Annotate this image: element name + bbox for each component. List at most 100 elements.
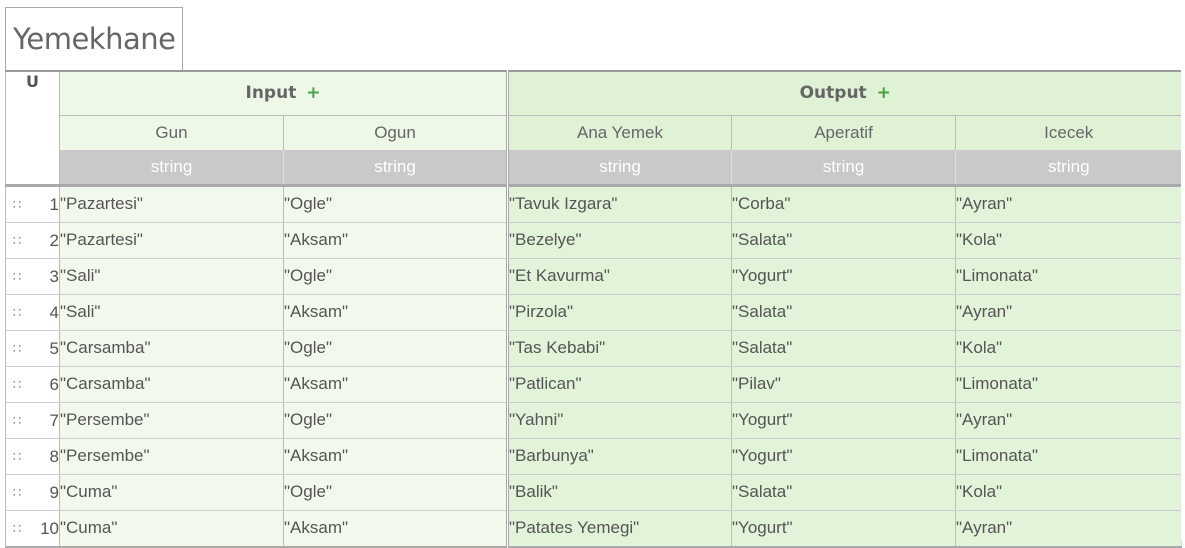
- cell-icecek[interactable]: "Kola": [955, 222, 1182, 259]
- rule-number: 7: [49, 410, 59, 430]
- drag-handle-icon[interactable]: ∷: [13, 232, 21, 248]
- rule-number-cell[interactable]: ∷ 1: [5, 185, 60, 223]
- decision-table-title[interactable]: Yemekhane: [13, 22, 176, 56]
- cell-icecek[interactable]: "Ayran": [955, 294, 1182, 331]
- cell-ana-yemek[interactable]: "Balik": [506, 474, 732, 511]
- drag-handle-icon[interactable]: ∷: [13, 376, 21, 392]
- cell-ogun[interactable]: "Ogle": [283, 402, 508, 439]
- rule-number: 1: [49, 194, 59, 214]
- rule-number-cell[interactable]: ∷ 2: [5, 222, 60, 259]
- cell-ana-yemek[interactable]: "Patlican": [506, 366, 732, 403]
- rule-number: 9: [49, 482, 59, 502]
- rule-number-cell[interactable]: ∷ 10: [5, 510, 60, 548]
- type-row-spacer: [5, 150, 60, 187]
- drag-handle-icon[interactable]: ∷: [13, 448, 21, 464]
- column-header-ogun[interactable]: Ogun: [283, 115, 508, 150]
- cell-aperatif[interactable]: "Salata": [731, 474, 956, 511]
- cell-ogun[interactable]: "Ogle": [283, 330, 508, 367]
- cell-gun[interactable]: "Carsamba": [59, 330, 284, 367]
- drag-handle-icon[interactable]: ∷: [13, 196, 21, 212]
- cell-gun[interactable]: "Persembe": [59, 438, 284, 475]
- drag-handle-icon[interactable]: ∷: [13, 520, 21, 536]
- cell-icecek[interactable]: "Kola": [955, 474, 1182, 511]
- rule-row: ∷ 5 "Carsamba" "Ogle" "Tas Kebabi" "Salata" "K…: [5, 330, 1182, 367]
- cell-gun[interactable]: "Cuma": [59, 510, 284, 548]
- cell-ana-yemek[interactable]: "Patates Yemegi": [506, 510, 732, 548]
- drag-handle-icon[interactable]: ∷: [13, 412, 21, 428]
- cell-aperatif[interactable]: "Corba": [731, 185, 956, 223]
- rule-row: ∷ 2 "Pazartesi" "Aksam" "Bezelye" "Salata" "Ko…: [5, 222, 1182, 259]
- cell-ogun[interactable]: "Ogle": [283, 474, 508, 511]
- rule-number-cell[interactable]: ∷ 8: [5, 438, 60, 475]
- type-ref-aperatif[interactable]: string: [731, 150, 956, 187]
- drag-handle-icon[interactable]: ∷: [13, 304, 21, 320]
- rule-number-cell[interactable]: ∷ 3: [5, 258, 60, 295]
- cell-ogun[interactable]: "Aksam": [283, 510, 508, 548]
- cell-ana-yemek[interactable]: "Tavuk Izgara": [506, 185, 732, 223]
- drag-handle-icon[interactable]: ∷: [13, 484, 21, 500]
- rule-row: ∷ 7 "Persembe" "Ogle" "Yahni" "Yogurt" "Ayran": [5, 402, 1182, 439]
- cell-ogun[interactable]: "Aksam": [283, 294, 508, 331]
- type-row: string string string string string: [5, 150, 1182, 187]
- cell-aperatif[interactable]: "Salata": [731, 222, 956, 259]
- cell-ana-yemek[interactable]: "Yahni": [506, 402, 732, 439]
- cell-aperatif[interactable]: "Yogurt": [731, 402, 956, 439]
- rule-number-cell[interactable]: ∷ 5: [5, 330, 60, 367]
- column-header-ana-yemek[interactable]: Ana Yemek: [506, 115, 732, 150]
- type-ref-ogun[interactable]: string: [283, 150, 508, 187]
- cell-aperatif[interactable]: "Yogurt": [731, 438, 956, 475]
- cell-aperatif[interactable]: "Yogurt": [731, 258, 956, 295]
- cell-icecek[interactable]: "Ayran": [955, 185, 1182, 223]
- drag-handle-icon[interactable]: ∷: [13, 340, 21, 356]
- add-output-icon[interactable]: +: [876, 83, 891, 104]
- output-group-header: Output +: [506, 71, 1182, 116]
- rule-number-cell[interactable]: ∷ 6: [5, 366, 60, 403]
- rule-number-cell[interactable]: ∷ 4: [5, 294, 60, 331]
- cell-ana-yemek[interactable]: "Pirzola": [506, 294, 732, 331]
- add-input-icon[interactable]: +: [306, 83, 321, 104]
- cell-icecek[interactable]: "Kola": [955, 330, 1182, 367]
- cell-icecek[interactable]: "Limonata": [955, 366, 1182, 403]
- cell-aperatif[interactable]: "Yogurt": [731, 510, 956, 548]
- rule-row: ∷ 9 "Cuma" "Ogle" "Balik" "Salata" "Kola": [5, 474, 1182, 511]
- cell-ogun[interactable]: "Ogle": [283, 258, 508, 295]
- hit-policy-cell[interactable]: U: [5, 71, 60, 150]
- cell-ana-yemek[interactable]: "Et Kavurma": [506, 258, 732, 295]
- rule-number-cell[interactable]: ∷ 9: [5, 474, 60, 511]
- cell-icecek[interactable]: "Ayran": [955, 510, 1182, 548]
- type-ref-ana-yemek[interactable]: string: [506, 150, 732, 187]
- cell-ogun[interactable]: "Aksam": [283, 366, 508, 403]
- cell-gun[interactable]: "Persembe": [59, 402, 284, 439]
- column-header-row: Gun Ogun Ana Yemek Aperatif Icecek: [6, 115, 1182, 150]
- rule-number: 2: [49, 230, 59, 250]
- column-header-gun[interactable]: Gun: [59, 115, 284, 150]
- cell-ana-yemek[interactable]: "Barbunya": [506, 438, 732, 475]
- cell-ana-yemek[interactable]: "Bezelye": [506, 222, 732, 259]
- column-header-icecek[interactable]: Icecek: [955, 115, 1182, 150]
- cell-icecek[interactable]: "Limonata": [955, 258, 1182, 295]
- cell-aperatif[interactable]: "Salata": [731, 330, 956, 367]
- cell-gun[interactable]: "Pazartesi": [59, 185, 284, 223]
- cell-gun[interactable]: "Pazartesi": [59, 222, 284, 259]
- cell-aperatif[interactable]: "Pilav": [731, 366, 956, 403]
- cell-icecek[interactable]: "Ayran": [955, 402, 1182, 439]
- drag-handle-icon[interactable]: ∷: [13, 268, 21, 284]
- cell-ogun[interactable]: "Aksam": [283, 222, 508, 259]
- input-group-header: Input +: [59, 71, 508, 116]
- cell-ogun[interactable]: "Ogle": [283, 185, 508, 223]
- rule-row: ∷ 10 "Cuma" "Aksam" "Patates Yemegi" "Yogurt"…: [5, 510, 1182, 548]
- rule-number-cell[interactable]: ∷ 7: [5, 402, 60, 439]
- type-ref-gun[interactable]: string: [59, 150, 284, 187]
- type-ref-icecek[interactable]: string: [955, 150, 1182, 187]
- cell-icecek[interactable]: "Limonata": [955, 438, 1182, 475]
- cell-aperatif[interactable]: "Salata": [731, 294, 956, 331]
- cell-gun[interactable]: "Sali": [59, 258, 284, 295]
- cell-ana-yemek[interactable]: "Tas Kebabi": [506, 330, 732, 367]
- cell-gun[interactable]: "Sali": [59, 294, 284, 331]
- cell-gun[interactable]: "Cuma": [59, 474, 284, 511]
- cell-ogun[interactable]: "Aksam": [283, 438, 508, 475]
- rule-row: ∷ 6 "Carsamba" "Aksam" "Patlican" "Pilav" "Lim…: [5, 366, 1182, 403]
- rule-row: ∷ 1 "Pazartesi" "Ogle" "Tavuk Izgara" "Corba"…: [5, 185, 1182, 223]
- cell-gun[interactable]: "Carsamba": [59, 366, 284, 403]
- column-header-aperatif[interactable]: Aperatif: [731, 115, 956, 150]
